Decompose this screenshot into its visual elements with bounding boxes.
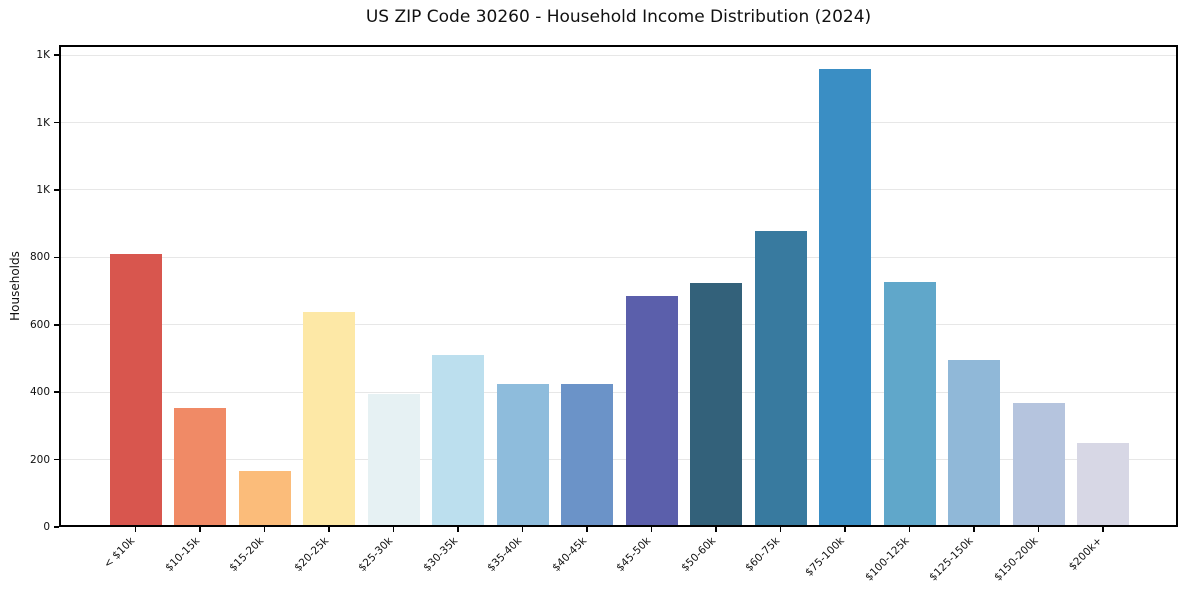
y-tick-mark-400 bbox=[54, 391, 59, 393]
x-tick-label-$100-125k: $100-125k bbox=[862, 534, 912, 584]
gridline-1200 bbox=[59, 122, 1178, 124]
bar-$150-200k bbox=[1012, 403, 1065, 527]
bar-$75-100k bbox=[819, 68, 871, 527]
bar-$30-35k bbox=[432, 354, 484, 527]
y-tick-mark-800 bbox=[54, 256, 59, 259]
x-tick-mark-$200k+ bbox=[1102, 527, 1104, 532]
gridline-1000 bbox=[59, 189, 1178, 191]
bar-< $10k bbox=[109, 253, 162, 527]
x-tick-mark-$25-30k bbox=[392, 527, 395, 532]
x-tick-label-$10-15k: $10-15k bbox=[162, 534, 202, 574]
y-tick-mark-200 bbox=[54, 458, 59, 461]
x-tick-mark-$150-200k bbox=[1037, 527, 1040, 532]
y-tick-label-600: 600 bbox=[29, 318, 50, 331]
y-tick-mark-0 bbox=[54, 526, 59, 528]
x-tick-label-$40-45k: $40-45k bbox=[549, 534, 589, 574]
x-tick-mark-$30-35k bbox=[457, 527, 459, 532]
plot-area: 0 200 400 600 800 1K 1K 1K < $10k $10-15k $15-20k $… bbox=[30, 45, 1178, 583]
x-tick-mark-$45-50k bbox=[650, 527, 653, 532]
y-tick-mark-600 bbox=[54, 324, 59, 326]
bar-$20-25k bbox=[303, 311, 355, 527]
bar-$35-40k bbox=[496, 384, 549, 527]
x-tick-label-$15-20k: $15-20k bbox=[227, 534, 267, 574]
bar-$15-20k bbox=[238, 470, 291, 527]
x-tick-mark-$10-15k bbox=[199, 527, 201, 532]
x-tick-mark-< $10k bbox=[134, 527, 137, 532]
bar-$25-30k bbox=[367, 393, 420, 527]
bar-$50-60k bbox=[690, 283, 742, 527]
x-tick-mark-$100-125k bbox=[908, 527, 911, 532]
x-tick-mark-$125-150k bbox=[973, 527, 975, 532]
y-tick-mark-1000 bbox=[54, 189, 59, 191]
x-tick-label-$45-50k: $45-50k bbox=[614, 534, 654, 574]
bar-$200k+ bbox=[1077, 442, 1129, 527]
gridline-400 bbox=[59, 391, 1178, 393]
y-axis-label: Households bbox=[8, 251, 22, 321]
x-tick-label-$150-200k: $150-200k bbox=[991, 534, 1041, 584]
bar-$10-15k bbox=[174, 408, 226, 527]
x-tick-label-$125-150k: $125-150k bbox=[927, 534, 976, 584]
y-tick-label-1200: 1K bbox=[36, 116, 50, 129]
axis-spine-right bbox=[1176, 45, 1178, 527]
bar-$100-125k bbox=[883, 282, 936, 527]
x-tick-mark-$20-25k bbox=[328, 527, 330, 532]
x-tick-label-$20-25k: $20-25k bbox=[291, 534, 331, 574]
bar-$45-50k bbox=[625, 296, 678, 527]
x-tick-label-< $10k: < $10k bbox=[101, 534, 138, 571]
x-tick-label-$200k+: $200k+ bbox=[1066, 534, 1105, 573]
x-tick-mark-$40-45k bbox=[586, 527, 588, 532]
axis-spine-top bbox=[59, 45, 1178, 47]
x-tick-mark-$35-40k bbox=[521, 527, 524, 532]
bar-$125-150k bbox=[948, 359, 1000, 527]
bar-$40-45k bbox=[561, 384, 613, 527]
y-tick-label-800: 800 bbox=[29, 251, 50, 264]
x-tick-label-$50-60k: $50-60k bbox=[678, 534, 718, 574]
x-tick-label-$35-40k: $35-40k bbox=[485, 534, 525, 574]
axis-spine-left bbox=[59, 45, 61, 527]
y-tick-label-0: 0 bbox=[43, 521, 50, 533]
gridline-600 bbox=[59, 324, 1178, 326]
x-tick-label-$30-35k: $30-35k bbox=[420, 534, 460, 574]
y-tick-mark-1400 bbox=[54, 54, 59, 56]
x-tick-mark-$50-60k bbox=[715, 527, 717, 532]
x-tick-label-$75-100k: $75-100k bbox=[803, 534, 847, 579]
y-tick-label-1400: 1K bbox=[36, 49, 50, 62]
x-tick-mark-$75-100k bbox=[844, 527, 846, 532]
axis-spine-bottom bbox=[59, 525, 1178, 527]
x-tick-label-$25-30k: $25-30k bbox=[356, 534, 396, 574]
bar-$60-75k bbox=[754, 231, 807, 527]
gridline-1400 bbox=[59, 54, 1178, 56]
x-tick-mark-$15-20k bbox=[263, 527, 266, 532]
chart-title: US ZIP Code 30260 - Household Income Dis… bbox=[365, 7, 872, 27]
y-tick-mark-1200 bbox=[54, 121, 59, 124]
x-tick-mark-$60-75k bbox=[779, 527, 782, 532]
y-tick-label-1000: 1K bbox=[36, 183, 50, 196]
y-tick-label-200: 200 bbox=[29, 453, 50, 466]
gridline-200 bbox=[59, 459, 1178, 461]
x-tick-label-$60-75k: $60-75k bbox=[743, 534, 783, 574]
y-tick-label-400: 400 bbox=[29, 386, 50, 399]
gridline-800 bbox=[59, 256, 1178, 258]
